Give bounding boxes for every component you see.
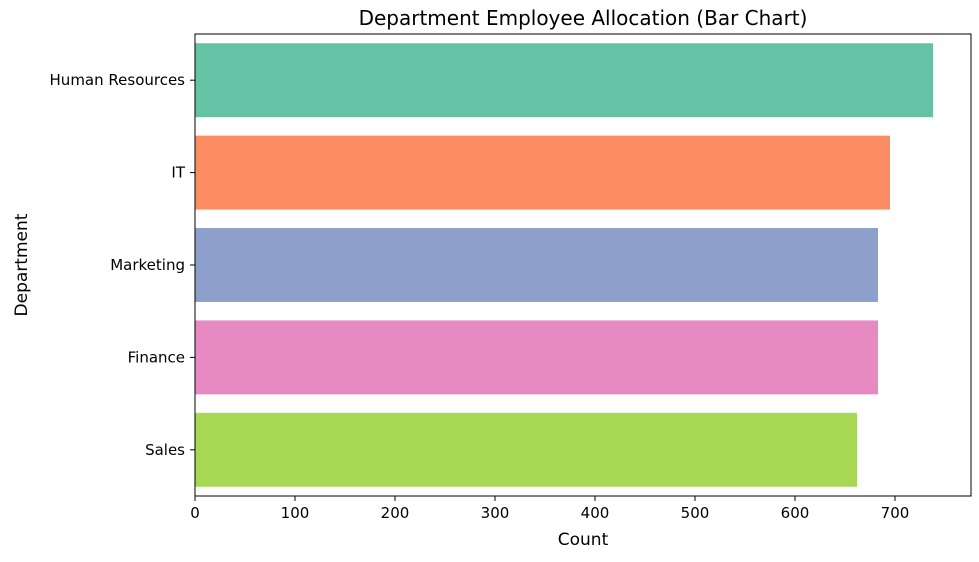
y-tick-label: Finance [128, 348, 185, 366]
x-tick-label: 400 [581, 504, 610, 522]
y-tick-label: Marketing [110, 256, 185, 274]
bar-human-resources [195, 43, 933, 118]
bar-it [195, 135, 890, 210]
x-tick-label: 500 [681, 504, 710, 522]
y-axis-label: Department [12, 213, 32, 316]
x-axis-label: Count [558, 530, 609, 550]
bars-group [195, 43, 933, 487]
plot-frame [194, 33, 972, 497]
y-tick-label: IT [171, 164, 185, 182]
bar-marketing [195, 228, 878, 302]
y-tick-label: Sales [145, 441, 185, 459]
y-ticks-group: Human Resources IT Marketing Finance Sales [50, 71, 195, 459]
bar-finance [195, 320, 878, 395]
chart-title: Department Employee Allocation (Bar Char… [359, 6, 808, 30]
x-tick-label: 0 [190, 504, 200, 522]
axes-frame [194, 33, 972, 497]
y-tick-label: Human Resources [50, 71, 186, 89]
x-tick-label: 300 [481, 504, 510, 522]
x-ticks-group: 0 100 200 300 400 500 600 700 [190, 496, 909, 522]
bar-sales [195, 412, 857, 487]
x-tick-label: 100 [281, 504, 310, 522]
x-tick-label: 200 [381, 504, 410, 522]
x-tick-label: 600 [781, 504, 810, 522]
x-tick-label: 700 [881, 504, 910, 522]
